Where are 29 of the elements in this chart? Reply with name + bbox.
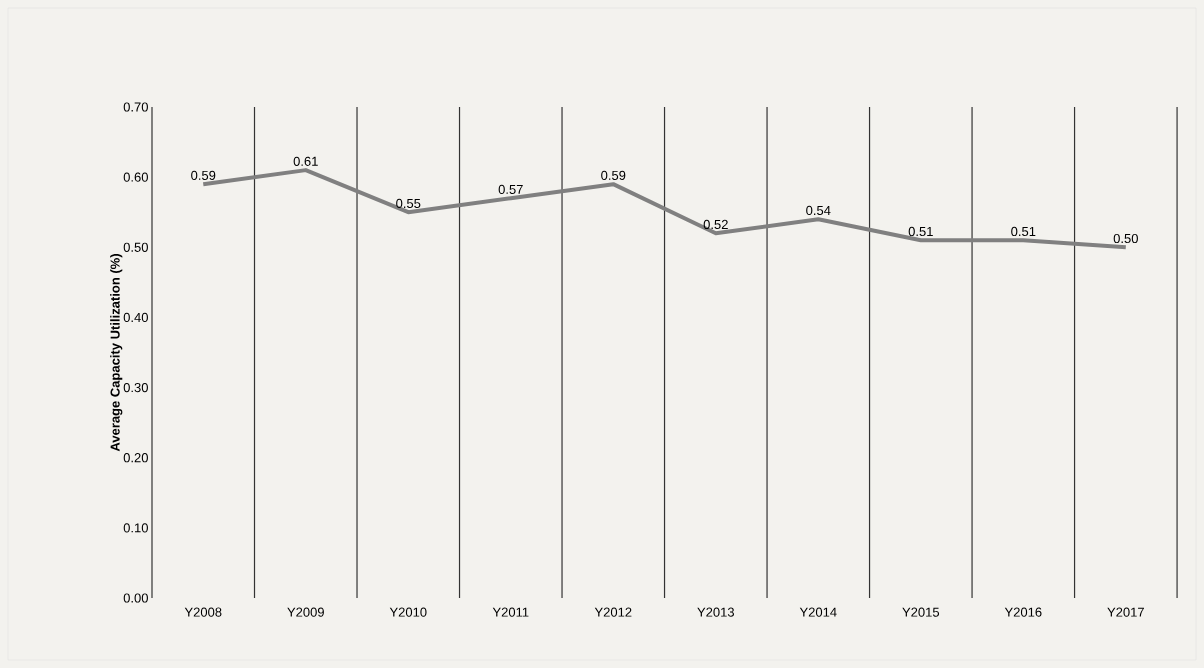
x-tick-label: Y2014 — [799, 607, 837, 617]
data-label: 0.52 — [703, 219, 728, 230]
y-tick-label: 0.00 — [123, 593, 148, 603]
x-tick-label: Y2009 — [287, 607, 324, 617]
x-tick-label: Y2015 — [902, 607, 940, 617]
x-tick-label: Y2017 — [1107, 607, 1144, 617]
x-tick-label: Y2008 — [184, 607, 222, 617]
data-label: 0.59 — [191, 170, 216, 180]
x-tick-label: Y2012 — [594, 607, 632, 617]
data-label: 0.55 — [396, 198, 421, 209]
data-label: 0.51 — [1011, 226, 1036, 237]
y-tick-label: 0.30 — [123, 382, 148, 393]
data-label: 0.50 — [1113, 233, 1138, 244]
data-label: 0.61 — [293, 156, 318, 166]
y-tick-label: 0.20 — [123, 453, 148, 463]
data-label: 0.51 — [908, 226, 933, 237]
x-tick-label: Y2011 — [492, 607, 529, 617]
data-label: 0.59 — [601, 170, 626, 180]
data-label: 0.57 — [498, 184, 523, 194]
y-tick-label: 0.10 — [123, 523, 148, 533]
data-label: 0.54 — [806, 205, 831, 216]
y-tick-label: 0.40 — [123, 312, 148, 323]
x-tick-label: Y2013 — [697, 607, 735, 617]
y-tick-label: 0.70 — [123, 102, 148, 112]
y-axis-title: Average Capacity Utilization (%) — [110, 254, 123, 452]
y-tick-label: 0.50 — [123, 242, 148, 252]
x-tick-label: Y2010 — [389, 607, 427, 617]
y-tick-label: 0.60 — [123, 172, 148, 182]
x-tick-label: Y2016 — [1004, 607, 1042, 617]
